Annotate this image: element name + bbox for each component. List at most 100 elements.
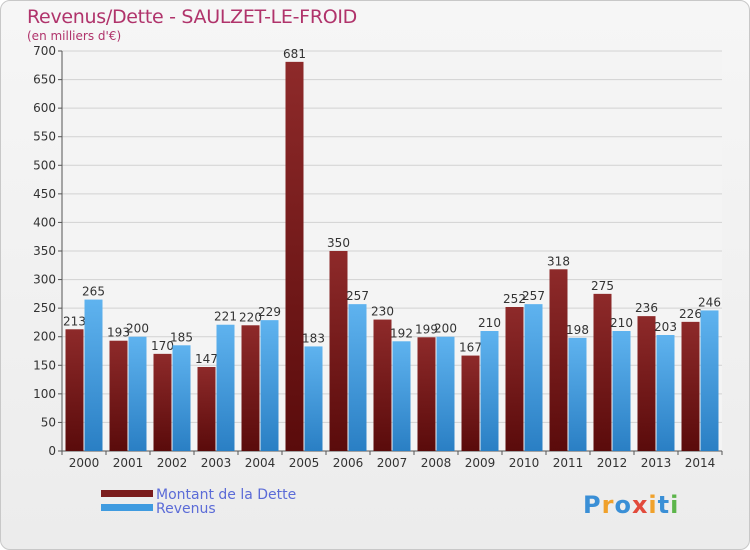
legend-swatch-dette	[101, 490, 153, 497]
y-tick-label: 250	[33, 301, 56, 315]
data-label-dette: 199	[415, 322, 438, 336]
x-tick-label: 2009	[465, 456, 496, 470]
y-tick-label: 300	[33, 273, 56, 287]
y-tick-label: 400	[33, 215, 56, 229]
bar-revenus	[216, 324, 235, 451]
data-label-revenus: 229	[258, 305, 281, 319]
bar-dette	[593, 293, 612, 451]
y-tick-label: 650	[33, 73, 56, 87]
data-label-revenus: 257	[522, 289, 545, 303]
y-tick-label: 450	[33, 187, 56, 201]
chart-title: Revenus/Dette - SAULZET-LE-FROID	[27, 6, 358, 28]
y-tick-label: 350	[33, 244, 56, 258]
logo-letter: x	[631, 491, 649, 519]
bar-dette	[549, 269, 568, 451]
chart-subtitle: (en milliers d'€)	[27, 29, 122, 43]
y-tick-label: 100	[33, 387, 56, 401]
x-tick-label: 2003	[201, 456, 232, 470]
data-label-revenus: 200	[434, 322, 457, 336]
bar-revenus	[524, 304, 543, 451]
bar-dette	[109, 340, 128, 451]
bar-revenus	[260, 320, 279, 451]
bar-dette	[373, 319, 392, 451]
logo-letter: i	[648, 491, 658, 519]
bar-dette	[197, 367, 216, 451]
x-tick-label: 2001	[113, 456, 144, 470]
bar-dette	[637, 316, 656, 451]
y-tick-label: 150	[33, 358, 56, 372]
data-label-revenus: 246	[698, 295, 721, 309]
bar-dette	[505, 307, 524, 451]
logo-letter: r	[601, 491, 615, 519]
bar-dette	[285, 61, 304, 451]
x-tick-label: 2007	[377, 456, 408, 470]
bar-revenus	[480, 331, 499, 451]
bar-revenus	[568, 337, 587, 451]
x-tick-label: 2002	[157, 456, 188, 470]
data-label-dette: 220	[239, 310, 262, 324]
bar-dette	[681, 321, 700, 451]
legend-swatch-revenus	[101, 504, 153, 511]
data-label-dette: 681	[283, 47, 306, 61]
y-tick-label: 50	[41, 415, 56, 429]
data-label-dette: 213	[63, 314, 86, 328]
data-label-revenus: 210	[478, 316, 501, 330]
bar-revenus	[392, 341, 411, 451]
data-label-dette: 226	[679, 307, 702, 321]
x-tick-label: 2006	[333, 456, 364, 470]
bar-dette	[461, 355, 480, 451]
bar-revenus	[700, 310, 719, 451]
y-tick-label: 500	[33, 158, 56, 172]
data-label-dette: 252	[503, 292, 526, 306]
data-label-dette: 236	[635, 301, 658, 315]
bar-revenus	[84, 299, 103, 451]
data-label-dette: 147	[195, 352, 218, 366]
bar-revenus	[612, 331, 631, 451]
data-label-dette: 275	[591, 279, 614, 293]
logo-letter: t	[657, 491, 671, 519]
data-label-dette: 230	[371, 305, 394, 319]
bar-dette	[153, 353, 172, 451]
data-label-revenus: 183	[302, 331, 325, 345]
y-tick-label: 700	[33, 44, 56, 58]
x-tick-label: 2005	[289, 456, 320, 470]
bar-dette	[329, 251, 348, 451]
bar-dette	[241, 325, 260, 451]
bar-revenus	[436, 336, 455, 451]
x-tick-label: 2004	[245, 456, 276, 470]
logo-letter: P	[583, 491, 602, 519]
bar-dette	[65, 329, 84, 451]
data-label-revenus: 198	[566, 323, 589, 337]
bar-revenus	[172, 345, 191, 451]
bar-revenus	[656, 335, 675, 451]
data-label-revenus: 265	[82, 285, 105, 299]
x-tick-label: 2010	[509, 456, 540, 470]
y-tick-label: 200	[33, 330, 56, 344]
y-tick-label: 550	[33, 130, 56, 144]
logo-letter: i	[670, 491, 680, 519]
bar-revenus	[128, 336, 147, 451]
data-label-dette: 318	[547, 254, 570, 268]
data-label-dette: 167	[459, 341, 482, 355]
x-tick-label: 2012	[597, 456, 628, 470]
x-tick-label: 2008	[421, 456, 452, 470]
y-tick-label: 600	[33, 101, 56, 115]
bar-dette	[417, 337, 436, 451]
data-label-dette: 350	[327, 236, 350, 250]
data-label-revenus: 210	[610, 316, 633, 330]
x-tick-label: 2000	[69, 456, 100, 470]
x-tick-label: 2011	[553, 456, 584, 470]
proxiti-logo: Proxiti	[583, 491, 679, 519]
data-label-dette: 170	[151, 339, 174, 353]
data-label-revenus: 200	[126, 322, 149, 336]
legend-label-revenus: Revenus	[156, 501, 216, 517]
data-label-revenus: 192	[390, 326, 413, 340]
bar-revenus	[348, 304, 367, 451]
logo-letter: o	[614, 491, 632, 519]
y-tick-label: 0	[48, 444, 56, 458]
legend-label-dette: Montant de la Dette	[156, 487, 297, 503]
data-label-revenus: 221	[214, 310, 237, 324]
data-label-revenus: 203	[654, 320, 677, 334]
